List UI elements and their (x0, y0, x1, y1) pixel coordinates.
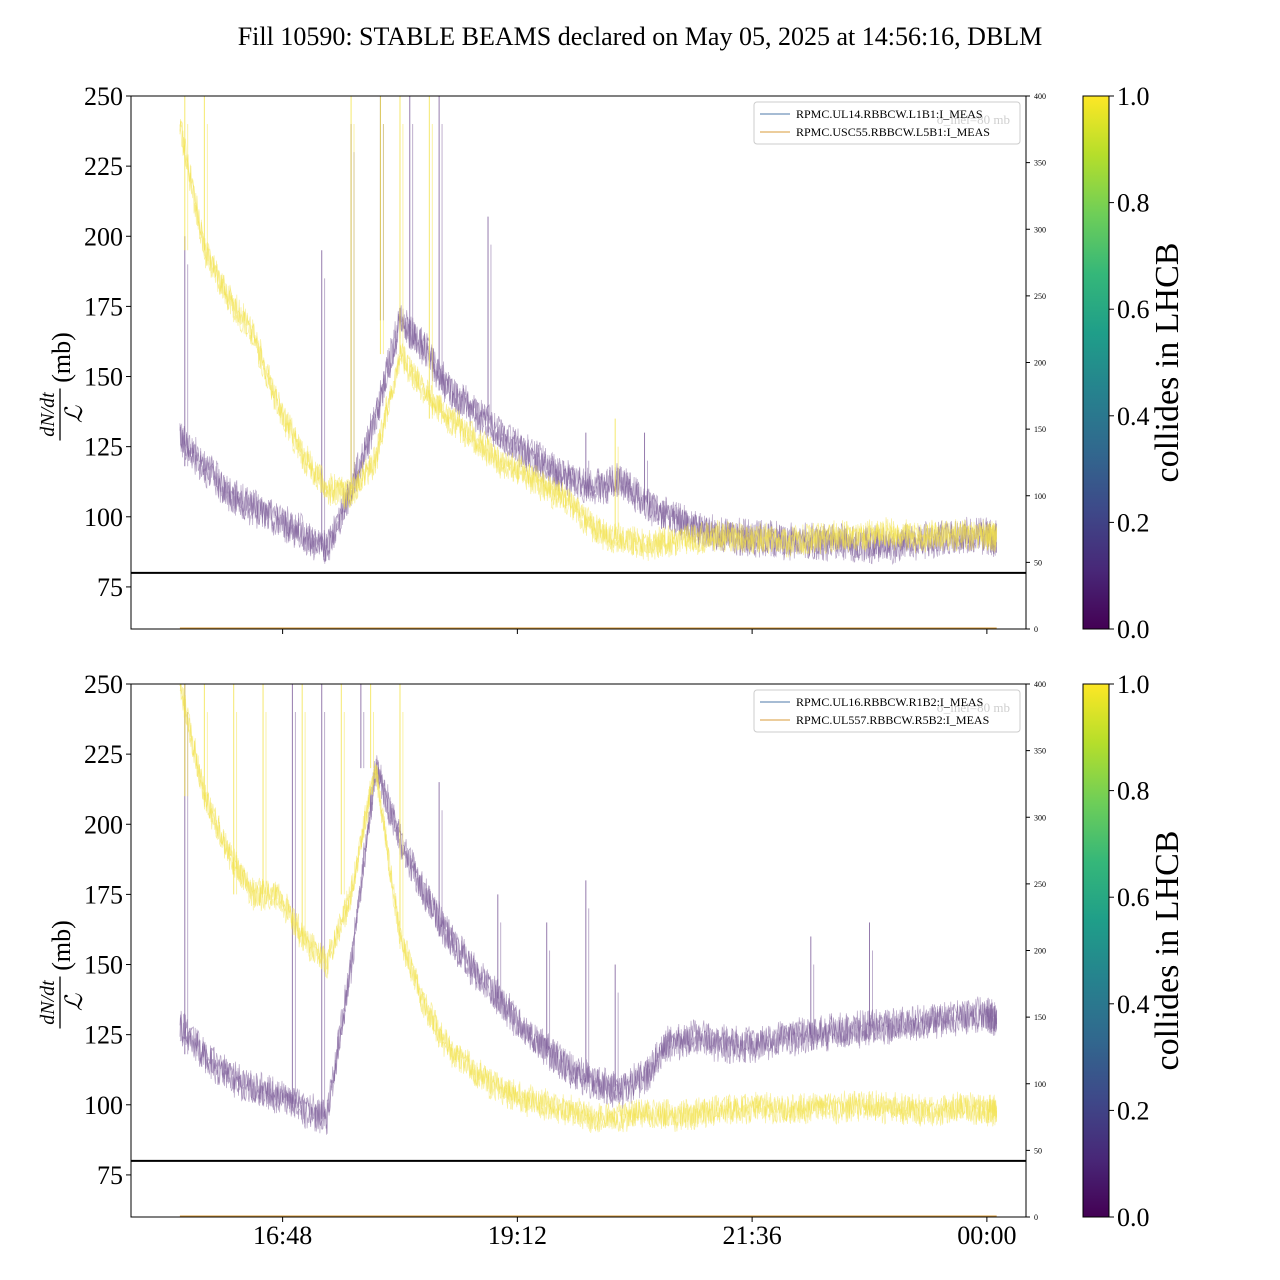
series-purple-trace (179, 305, 998, 565)
y-tick-label: 100 (84, 1091, 123, 1120)
legend-faded-label: σ_inel=80 mb (937, 700, 1010, 715)
y2-tick-label: 50 (1034, 558, 1042, 567)
legend-entry: RPMC.UL557.RBBCW.R5B2:I_MEAS (796, 713, 989, 727)
y-label-numerator: dN/dt (37, 980, 59, 1025)
y-tick-label: 225 (84, 152, 123, 181)
y-label-denominator: ℒ (62, 405, 88, 423)
colorbar-tick-label: 0.8 (1117, 189, 1150, 218)
plot-area (179, 96, 998, 629)
colorbar-tick-label: 0.4 (1117, 402, 1150, 431)
colorbar-tick-label: 0.6 (1117, 295, 1150, 324)
colorbar-tick-label: 1.0 (1117, 670, 1150, 699)
legend-entry: RPMC.USC55.RBBCW.L5B1:I_MEAS (796, 125, 990, 139)
y-tick-label: 200 (84, 222, 123, 251)
colorbar-tick-label: 0.2 (1117, 1096, 1150, 1125)
y-tick-label: 75 (97, 573, 123, 602)
y-tick-label: 150 (84, 951, 123, 980)
y2-tick-label: 200 (1034, 359, 1046, 368)
colorbar-tick-label: 0.4 (1117, 990, 1150, 1019)
colorbar-tick-label: 0.6 (1117, 883, 1150, 912)
series-yellow-trace (179, 684, 998, 1134)
y2-tick-label: 300 (1034, 813, 1046, 822)
y-axis-label: dN/dt ℒ (mb) (37, 332, 88, 441)
y-tick-label: 150 (84, 363, 123, 392)
y2-tick-label: 150 (1034, 425, 1046, 434)
colorbar-tick-label: 0.2 (1117, 508, 1150, 537)
colorbar-label: collides in LHCB (1149, 243, 1186, 483)
y2-tick-label: 250 (1034, 292, 1046, 301)
legend-faded-label: σ_inel=80 mb (937, 112, 1010, 127)
top-panel: 75 100 125 150 175 200 225 250 0 50 100 150 200 250 30… (37, 82, 1046, 634)
y-label-unit: (mb) (47, 920, 76, 971)
y-tick-label: 125 (84, 1021, 123, 1050)
y2-tick-label: 250 (1034, 880, 1046, 889)
axes-frame (130, 95, 1027, 630)
x-tick-label: 16:48 (253, 1221, 312, 1250)
colorbar-tick-label: 0.8 (1117, 777, 1150, 806)
y2-tick-label: 100 (1034, 1080, 1046, 1089)
y-tick-label: 125 (84, 433, 123, 462)
axes-frame (130, 683, 1027, 1218)
y-tick-label: 250 (84, 670, 123, 699)
x-tick-label: 00:00 (957, 1221, 1016, 1250)
y2-tick-label: 150 (1034, 1013, 1046, 1022)
bottom-panel: 75 100 125 150 175 200 225 250 0 50 100 150 200 250 30… (37, 670, 1046, 1250)
y-tick-label: 225 (84, 740, 123, 769)
plot-area (179, 684, 998, 1217)
colorbar-tick-label: 0.0 (1117, 615, 1150, 644)
x-tick-label: 21:36 (723, 1221, 782, 1250)
colorbar-label: collides in LHCB (1149, 831, 1186, 1071)
colorbar-tick-label: 0.0 (1117, 1203, 1150, 1232)
colorbar-tick-label: 1.0 (1117, 82, 1150, 111)
chart-title: Fill 10590: STABLE BEAMS declared on May… (238, 22, 1043, 51)
y-tick-label: 175 (84, 292, 123, 321)
y-tick-label: 250 (84, 82, 123, 111)
colorbar (1082, 683, 1110, 1218)
y2-tick-label: 400 (1034, 680, 1046, 689)
y-label-numerator: dN/dt (37, 392, 59, 437)
y2-tick-label: 50 (1034, 1146, 1042, 1155)
y-tick-label: 100 (84, 503, 123, 532)
legend-box (753, 689, 1021, 733)
legend-entry: RPMC.UL16.RBBCW.R1B2:I_MEAS (796, 695, 983, 709)
y-tick-label: 200 (84, 810, 123, 839)
y-axis-label: dN/dt ℒ (mb) (37, 920, 88, 1029)
legend-box (753, 101, 1021, 145)
y2-tick-label: 200 (1034, 947, 1046, 956)
colorbar (1082, 95, 1110, 630)
colorbars: 0.0 0.2 0.4 0.6 0.8 1.0 collides in LHCB 0.0 0.2… (1082, 82, 1186, 1232)
y-label-denominator: ℒ (62, 993, 88, 1011)
y2-tick-label: 0 (1034, 625, 1038, 634)
y2-tick-label: 300 (1034, 225, 1046, 234)
y-tick-label: 75 (97, 1161, 123, 1190)
y2-tick-label: 350 (1034, 159, 1046, 168)
y2-tick-label: 100 (1034, 492, 1046, 501)
y2-tick-label: 0 (1034, 1213, 1038, 1222)
series-yellow-trace (179, 119, 998, 561)
legend-entry: RPMC.UL14.RBBCW.L1B1:I_MEAS (796, 107, 983, 121)
x-tick-label: 19:12 (488, 1221, 547, 1250)
y2-tick-label: 350 (1034, 747, 1046, 756)
y2-tick-label: 400 (1034, 92, 1046, 101)
y-label-unit: (mb) (47, 332, 76, 383)
y-tick-label: 175 (84, 880, 123, 909)
